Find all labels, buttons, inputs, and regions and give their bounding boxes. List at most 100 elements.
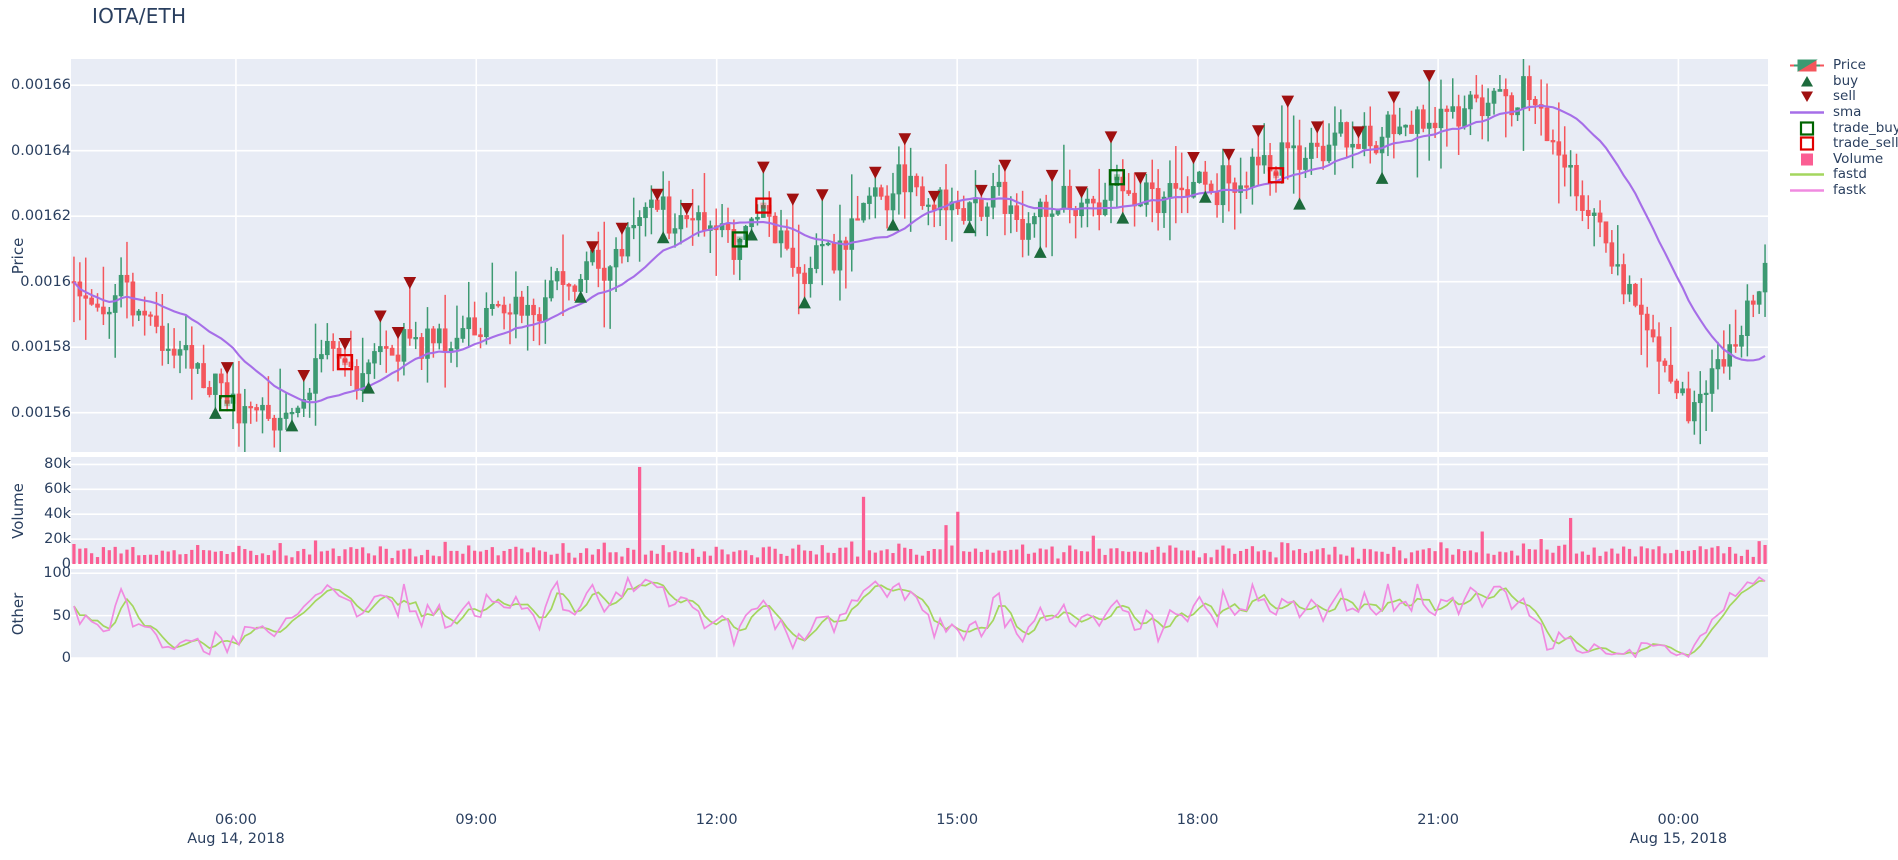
legend-item-label: Volume (1833, 150, 1884, 167)
sell-marker (868, 166, 882, 179)
legend-item-volume[interactable]: Volume (1788, 150, 1898, 168)
square-filled-pink-icon (1788, 152, 1826, 167)
buy-marker (886, 218, 900, 231)
sell-marker (1045, 169, 1059, 182)
volume-y-tick: 20k (44, 531, 71, 548)
sell-marker (815, 189, 829, 202)
legend-item-label: trade_buy (1833, 119, 1898, 136)
x-axis-tick: 06:00 (215, 812, 257, 828)
legend-item-label: fastd (1833, 166, 1867, 183)
volume-panel (71, 457, 1768, 564)
x-axis-tick: 18:00 (1176, 812, 1219, 828)
chart-legend[interactable]: Price buy sell sma trade_buy trade_sell Volume… (1788, 58, 1898, 198)
price-y-tick: 0.0016 (20, 273, 71, 290)
sell-marker (1387, 91, 1401, 104)
sell-marker (998, 159, 1012, 172)
legend-item-sma[interactable]: sma (1788, 105, 1898, 121)
sell-marker (297, 369, 311, 383)
sell-marker (975, 184, 988, 197)
line-fastk-icon (1788, 183, 1826, 198)
volume-y-tick: 60k (44, 481, 71, 498)
price-y-tick: 0.00158 (11, 339, 71, 356)
buy-marker (1033, 245, 1047, 258)
legend-item-sell[interactable]: sell (1788, 89, 1898, 105)
trade-sell-marker (1267, 167, 1285, 184)
buy-marker (656, 231, 670, 244)
triangle-up-icon (1788, 74, 1826, 89)
sell-marker (1134, 172, 1147, 185)
square-open-red-icon (1788, 136, 1826, 151)
price-y-tick: 0.00156 (11, 404, 71, 421)
sell-marker (1222, 148, 1236, 161)
line-sma-icon (1788, 105, 1826, 120)
sell-marker (391, 327, 405, 340)
legend-item-label: Price (1833, 57, 1866, 74)
buy-marker (798, 296, 811, 309)
x-axis-tick: 21:00 (1417, 812, 1459, 828)
sell-marker (1352, 126, 1365, 139)
triangle-down-icon (1788, 89, 1826, 104)
x-axis-tick: 15:00 (936, 812, 979, 828)
sell-marker (403, 277, 417, 290)
line-fastd-icon (1788, 167, 1826, 182)
sell-marker (650, 188, 664, 201)
sell-marker (586, 241, 599, 254)
volume-y-tick: 0 (61, 556, 71, 572)
sell-marker (757, 161, 770, 174)
volume-y-tick: 40k (44, 506, 71, 523)
price-y-tick: 0.00164 (11, 142, 71, 159)
legend-item-price[interactable]: Price (1788, 58, 1898, 74)
sell-marker (615, 222, 629, 235)
sell-marker (338, 337, 352, 351)
page-title: IOTA/ETH (92, 4, 187, 28)
other-y-tick: 0 (61, 650, 71, 666)
sell-marker (1187, 152, 1200, 165)
trade-sell-marker (755, 197, 772, 214)
buy-marker (963, 221, 976, 234)
buy-marker (209, 406, 222, 419)
sell-marker (1281, 95, 1295, 108)
trade-buy-marker (218, 395, 236, 412)
candle-icon (1788, 58, 1826, 73)
price-y-tick: 0.00162 (11, 208, 71, 225)
sell-marker (1422, 70, 1436, 83)
buy-marker (1293, 197, 1306, 210)
volume-y-tick: 80k (44, 456, 71, 473)
legend-item-label: fastk (1833, 182, 1867, 199)
square-open-green-icon (1788, 121, 1826, 136)
price-axis-title: Price (9, 237, 27, 274)
sell-marker (220, 362, 234, 375)
trade-sell-marker (336, 353, 354, 371)
trade-buy-marker (1108, 169, 1126, 186)
buy-marker (362, 381, 375, 394)
legend-item-fastk[interactable]: fastk (1788, 183, 1898, 199)
other-panel (71, 569, 1768, 658)
volume-axis-title: Volume (9, 482, 27, 539)
sell-marker (1251, 125, 1265, 138)
legend-item-label: sell (1833, 88, 1856, 105)
other-y-tick: 100 (43, 565, 71, 582)
other-axis-title: Other (9, 592, 27, 635)
legend-item-trade-buy[interactable]: trade_buy (1788, 120, 1898, 136)
sell-marker (1104, 131, 1118, 144)
sell-marker (680, 202, 694, 216)
legend-item-fastd[interactable]: fastd (1788, 167, 1898, 183)
price-y-tick: 0.00166 (11, 77, 71, 94)
sell-marker (1075, 186, 1088, 199)
buy-marker (574, 290, 588, 303)
legend-item-label: trade_sell (1833, 135, 1898, 152)
sell-marker (927, 190, 941, 203)
buy-marker (1116, 211, 1130, 224)
sell-marker (374, 310, 387, 323)
fastk-line (73, 575, 1766, 658)
legend-item-label: buy (1833, 72, 1859, 89)
x-axis-tick: 00:00 (1657, 812, 1700, 828)
price-panel (71, 59, 1768, 452)
sell-marker (898, 133, 912, 146)
legend-item-buy[interactable]: buy (1788, 72, 1898, 90)
buy-marker (1198, 190, 1212, 203)
legend-item-trade-sell[interactable]: trade_sell (1788, 136, 1898, 152)
sell-marker (1310, 121, 1324, 134)
other-y-tick: 50 (52, 607, 71, 624)
